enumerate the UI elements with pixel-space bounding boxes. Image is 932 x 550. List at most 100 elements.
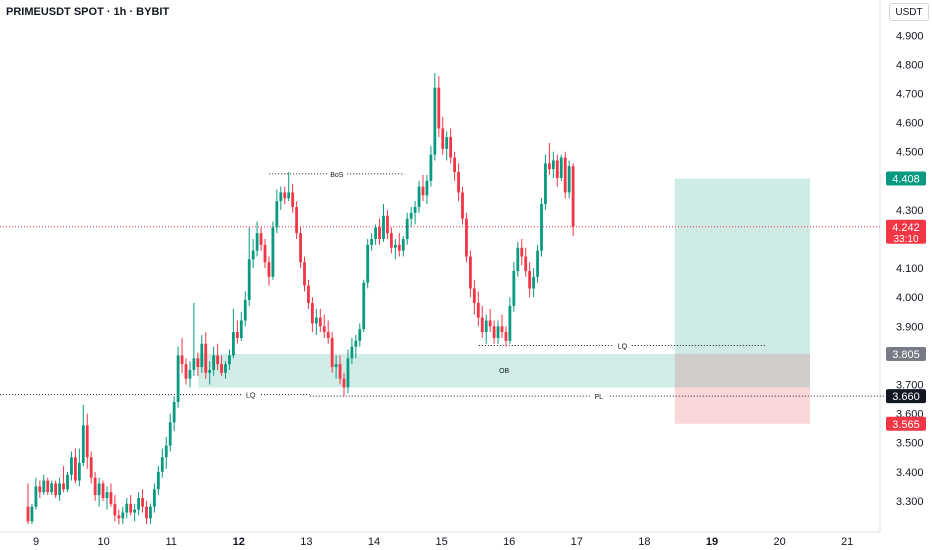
candle-body <box>66 474 69 490</box>
candle-body <box>520 247 524 257</box>
candle-body <box>555 160 559 178</box>
candle-body <box>397 244 401 251</box>
candle-body <box>492 326 496 338</box>
candle-body <box>563 157 567 193</box>
candle-body <box>484 320 488 333</box>
y-tick-label: 4.300 <box>896 205 924 217</box>
y-tick-label: 3.700 <box>896 380 924 392</box>
candle-body <box>275 201 279 228</box>
candle-body <box>342 378 346 388</box>
candle-body <box>465 218 468 257</box>
candle-body <box>433 87 437 155</box>
x-tick-label: 10 <box>97 536 109 548</box>
candle-body <box>461 192 464 219</box>
current-price-label: 4.242 <box>892 222 920 234</box>
y-tick-label: 3.400 <box>896 467 924 479</box>
price-tag-3-565 <box>886 416 926 431</box>
candle-body <box>42 480 46 493</box>
y-tick-label: 4.800 <box>896 59 924 71</box>
candle-body <box>508 305 512 341</box>
candle-body <box>255 233 259 251</box>
price-tag-3-805 <box>886 346 926 361</box>
candle-body <box>370 239 374 245</box>
candle-body <box>334 364 338 368</box>
candle-body <box>243 300 247 321</box>
candle-body <box>476 303 480 318</box>
price-tag-label: 4.408 <box>892 173 920 185</box>
candle-body <box>137 497 140 510</box>
candle-body <box>544 163 547 205</box>
candle-body <box>322 326 326 333</box>
candle-body <box>259 233 263 245</box>
candle-body <box>212 355 216 370</box>
position-stop-zone <box>674 353 811 424</box>
candle-body <box>38 486 42 493</box>
candle-body <box>133 509 137 513</box>
candle-body <box>93 477 97 496</box>
x-tick-label: 11 <box>165 536 176 548</box>
candle-body <box>413 206 417 213</box>
price-tag-label: 3.660 <box>892 391 920 403</box>
candle-body <box>338 364 342 379</box>
x-tick-label: 21 <box>841 536 853 548</box>
candle-body <box>524 256 528 272</box>
candle-body <box>350 346 354 359</box>
candle-body <box>145 506 148 519</box>
candle-body <box>326 332 330 338</box>
candle-body <box>516 247 520 272</box>
candle-body <box>279 192 283 202</box>
x-tick-label: 12 <box>233 536 245 548</box>
candle-body <box>180 355 184 365</box>
candle-body <box>232 332 235 356</box>
candle-body <box>58 483 61 496</box>
candle-body <box>30 506 34 522</box>
x-tick-label: 20 <box>773 536 785 548</box>
candle-body <box>239 320 243 338</box>
candle-body <box>70 457 73 475</box>
candle-body <box>77 463 81 481</box>
y-tick-label: 4.700 <box>896 89 924 101</box>
candle-body <box>354 340 358 347</box>
candle-body <box>330 337 334 368</box>
annotation-label-bg <box>589 392 608 401</box>
candle-body <box>153 489 156 507</box>
candle-body <box>101 483 105 498</box>
candle-body <box>401 239 405 251</box>
candle-body <box>536 250 539 277</box>
candle-body <box>89 457 93 478</box>
x-tick-label: 18 <box>638 536 650 548</box>
candle-body <box>271 227 275 277</box>
candle-body <box>496 326 500 338</box>
annotation-label-bg <box>327 169 346 178</box>
x-tick-label: 9 <box>33 536 39 548</box>
candle-body <box>441 128 445 149</box>
candle-body <box>46 480 50 493</box>
candle-body <box>192 358 196 370</box>
candle-body <box>81 425 85 464</box>
candle-body <box>291 192 295 207</box>
candle-body <box>220 364 223 373</box>
currency-button[interactable]: USDT <box>889 3 929 21</box>
candle-body <box>457 172 460 193</box>
candle-body <box>105 492 109 498</box>
candle-body <box>97 483 101 496</box>
candle-body <box>532 276 535 289</box>
y-tick-label: 4.900 <box>896 30 924 42</box>
candle-body <box>287 192 291 199</box>
candle-body <box>196 358 200 368</box>
candle-body <box>374 227 377 239</box>
candle-body <box>34 486 38 507</box>
candle-body <box>480 317 484 333</box>
price-tag-4-408 <box>886 171 926 186</box>
candle-body <box>528 271 532 289</box>
candle-body <box>141 497 144 507</box>
annotation-label-bg <box>613 341 632 350</box>
candle-body <box>156 471 160 490</box>
candle-body <box>386 215 389 234</box>
candle-body <box>50 483 54 493</box>
x-tick-label: 17 <box>571 536 583 548</box>
candle-body <box>488 320 492 327</box>
candle-body <box>125 503 129 513</box>
